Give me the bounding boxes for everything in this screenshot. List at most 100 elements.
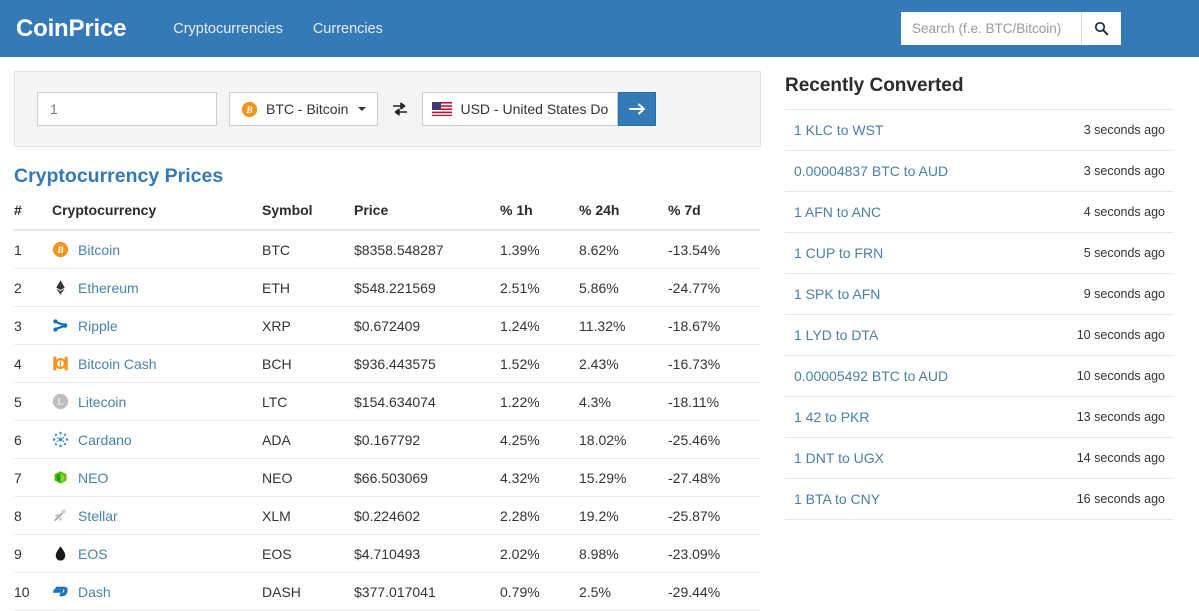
coin-link[interactable]: Bitcoin Cash	[78, 355, 157, 372]
coin-link[interactable]: Litecoin	[78, 393, 127, 410]
cell-change-7d: -18.11%	[668, 382, 760, 421]
convert-submit-button[interactable]	[618, 92, 657, 126]
column-header-symbol[interactable]: Symbol	[262, 202, 354, 231]
coin-cell: B Bitcoin	[52, 241, 262, 258]
conversion-timestamp: 3 seconds ago	[1083, 164, 1165, 178]
main-column: B BTC - Bitcoin	[0, 57, 775, 611]
coin-link[interactable]: EOS	[78, 545, 108, 562]
cell-symbol: ADA	[262, 420, 354, 459]
cell-change-1h: 4.32%	[500, 458, 579, 497]
coin-cell: Cardano	[52, 431, 262, 448]
cell-cryptocurrency: L Litecoin	[52, 382, 262, 421]
cell-change-1h: 1.22%	[500, 382, 579, 421]
cell-change-1h: 1.39%	[500, 230, 579, 269]
cell-rank: 7	[14, 458, 52, 497]
coin-link[interactable]: Bitcoin	[78, 241, 121, 258]
brand-logo[interactable]: CoinPrice	[16, 14, 127, 42]
cell-change-7d: -18.67%	[668, 306, 760, 345]
nav-link-cryptocurrencies[interactable]: Cryptocurrencies	[173, 20, 283, 37]
cell-symbol: XRP	[262, 306, 354, 345]
to-currency-label: USD - United States Dollar	[460, 101, 609, 117]
coin-link[interactable]: Stellar	[78, 507, 118, 524]
currency-converter-panel: B BTC - Bitcoin	[14, 71, 761, 147]
recently-converted-item: 1 LYD to DTA 10 seconds ago	[785, 315, 1173, 356]
dash-icon	[52, 586, 68, 597]
swap-currencies-button[interactable]	[392, 102, 408, 116]
recently-converted-item: 1 CUP to FRN 5 seconds ago	[785, 233, 1173, 274]
cell-price: $66.503069	[354, 458, 500, 497]
recently-converted-item: 1 BTA to CNY 16 seconds ago	[785, 479, 1173, 520]
cell-symbol: NEO	[262, 458, 354, 497]
recently-converted-item: 1 KLC to WST 3 seconds ago	[785, 110, 1173, 151]
prices-section-title: Cryptocurrency Prices	[14, 165, 224, 187]
conversion-timestamp: 4 seconds ago	[1083, 205, 1165, 219]
recently-converted-item: 1 42 to PKR 13 seconds ago	[785, 397, 1173, 438]
cell-change-7d: -25.87%	[668, 496, 760, 535]
coin-link[interactable]: Ethereum	[78, 279, 139, 296]
cell-change-1h: 2.51%	[500, 268, 579, 307]
coin-cell: Dash	[52, 583, 262, 600]
column-header-24h[interactable]: % 24h	[579, 202, 668, 231]
cell-change-24h: 2.43%	[579, 344, 668, 383]
coin-link[interactable]: NEO	[78, 469, 109, 486]
cell-change-24h: 19.2%	[579, 496, 668, 535]
cell-change-24h: 15.29%	[579, 458, 668, 497]
column-header-rank[interactable]: #	[14, 202, 52, 231]
cell-symbol: LTC	[262, 382, 354, 421]
cell-change-1h: 0.79%	[500, 572, 579, 611]
neo-icon	[54, 471, 67, 484]
cell-cryptocurrency: NEO	[52, 458, 262, 497]
nav-link-currencies[interactable]: Currencies	[312, 20, 383, 37]
from-currency-select[interactable]: B BTC - Bitcoin	[229, 92, 379, 126]
cell-change-1h: 1.52%	[500, 344, 579, 383]
coin-cell: Stellar	[52, 507, 262, 524]
cell-change-1h: 2.02%	[500, 534, 579, 573]
table-row: 3 Ripple XRP $0.672409 1.24% 11.32% -18.67%	[14, 306, 760, 345]
search-button[interactable]	[1081, 12, 1121, 45]
cell-cryptocurrency: Bitcoin Cash	[52, 344, 262, 383]
conversion-link[interactable]: 1 42 to PKR	[794, 409, 870, 425]
cell-change-24h: 11.32%	[579, 306, 668, 345]
amount-input[interactable]	[37, 92, 217, 126]
conversion-link[interactable]: 1 KLC to WST	[794, 122, 884, 138]
cell-symbol: BTC	[262, 230, 354, 269]
cryptocurrency-prices-table: # Cryptocurrency Symbol Price % 1h % 24h…	[14, 202, 760, 611]
conversion-link[interactable]: 1 BTA to CNY	[794, 491, 881, 507]
coin-cell: EOS	[52, 545, 262, 562]
cell-price: $548.221569	[354, 268, 500, 307]
recently-converted-item: 0.00004837 BTC to AUD 3 seconds ago	[785, 151, 1173, 192]
stellar-icon	[54, 509, 66, 522]
cell-change-7d: -16.73%	[668, 344, 760, 383]
cell-rank: 8	[14, 496, 52, 535]
cell-price: $0.672409	[354, 306, 500, 345]
conversion-link[interactable]: 0.00005492 BTC to AUD	[794, 368, 949, 384]
column-header-price[interactable]: Price	[354, 202, 500, 231]
coin-link[interactable]: Cardano	[78, 431, 132, 448]
cell-symbol: BCH	[262, 344, 354, 383]
table-row: 5 L Litecoin LTC $154.634074 1.22% 4.3% -18.11%	[14, 382, 760, 421]
coin-link[interactable]: Ripple	[78, 317, 118, 334]
cell-change-7d: -13.54%	[668, 230, 760, 269]
cell-cryptocurrency: B Bitcoin	[52, 230, 262, 269]
conversion-link[interactable]: 0.00004837 BTC to AUD	[794, 163, 949, 179]
coin-cell: Bitcoin Cash	[52, 355, 262, 372]
column-header-7d[interactable]: % 7d	[668, 202, 760, 231]
cardano-icon	[52, 431, 69, 448]
cell-change-7d: -25.46%	[668, 420, 760, 459]
conversion-timestamp: 16 seconds ago	[1076, 492, 1165, 506]
conversion-link[interactable]: 1 LYD to DTA	[794, 327, 879, 343]
cell-cryptocurrency: Dash	[52, 572, 262, 611]
to-currency-select[interactable]: USD - United States Dollar	[422, 92, 619, 126]
table-row: 2 Ethereum ETH $548.221569 2.51% 5.86% -24.77%	[14, 268, 760, 307]
conversion-link[interactable]: 1 AFN to ANC	[794, 204, 882, 220]
coin-link[interactable]: Dash	[78, 583, 111, 600]
cell-price: $0.224602	[354, 496, 500, 535]
search-input[interactable]	[901, 12, 1081, 45]
top-navbar: CoinPrice Cryptocurrencies Currencies	[0, 0, 1199, 57]
cell-change-24h: 4.3%	[579, 382, 668, 421]
column-header-name[interactable]: Cryptocurrency	[52, 202, 262, 231]
conversion-link[interactable]: 1 DNT to UGX	[794, 450, 884, 466]
conversion-link[interactable]: 1 SPK to AFN	[794, 286, 881, 302]
column-header-1h[interactable]: % 1h	[500, 202, 579, 231]
conversion-link[interactable]: 1 CUP to FRN	[794, 245, 884, 261]
